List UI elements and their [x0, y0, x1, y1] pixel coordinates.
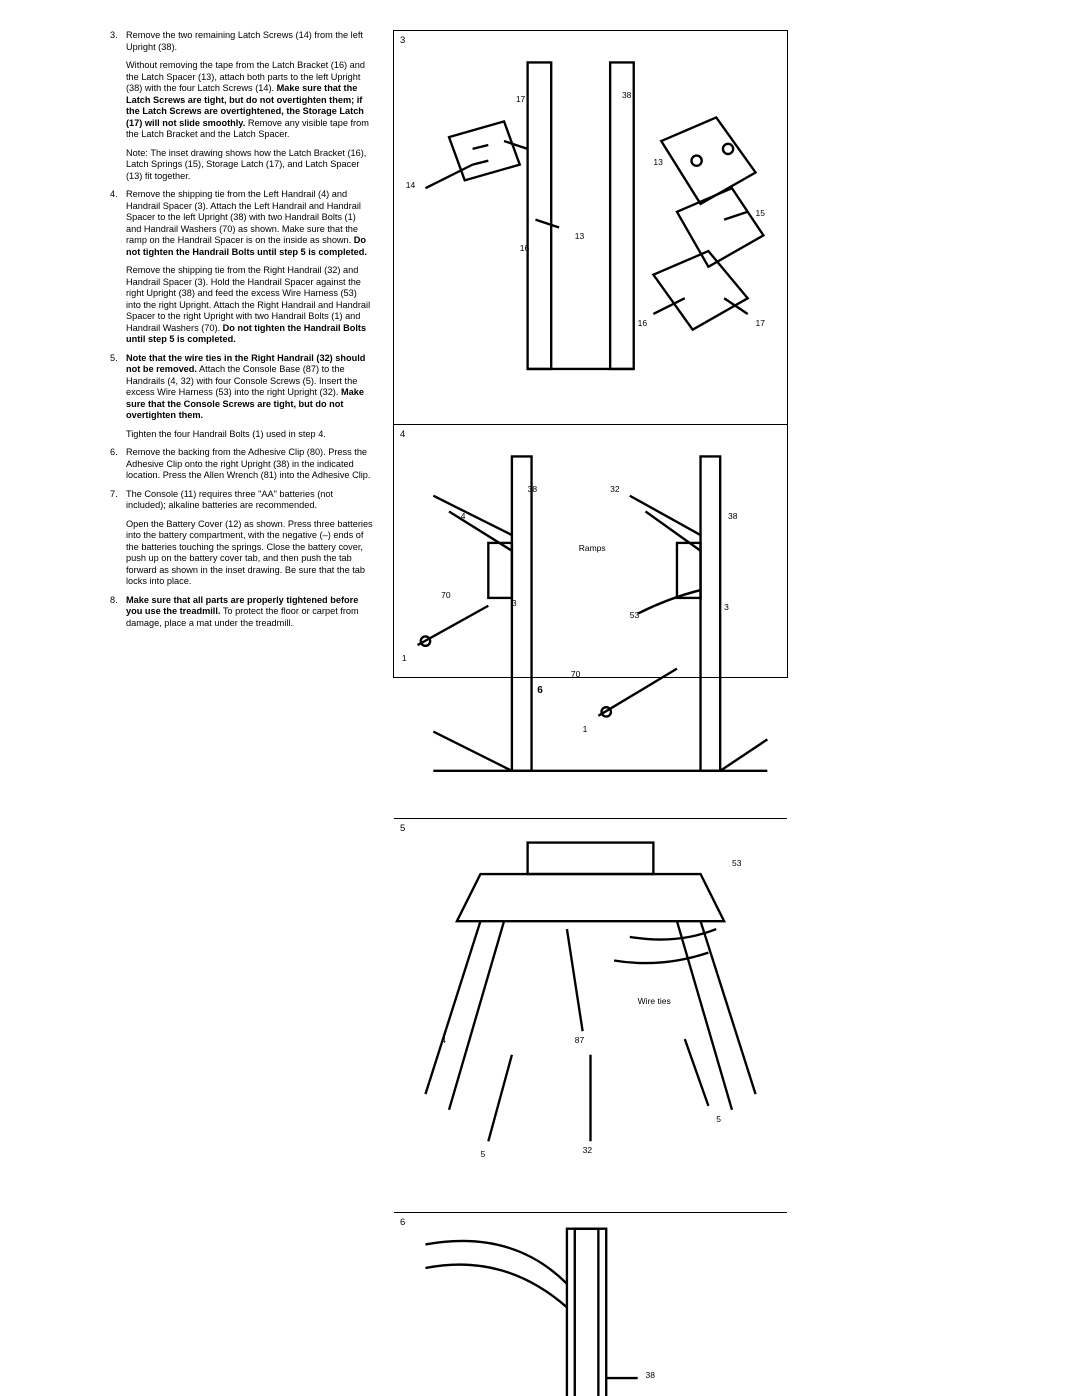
- step-paragraph: Without removing the tape from the Latch…: [126, 60, 373, 141]
- figure-callout-label: 70: [441, 590, 450, 600]
- step-paragraph: Note: The inset drawing shows how the La…: [126, 148, 373, 183]
- page-number: 6: [537, 685, 543, 696]
- step-paragraph: Tighten the four Handrail Bolts (1) used…: [126, 429, 373, 441]
- instruction-step: 5. Note that the wire ties in the Right H…: [110, 353, 373, 441]
- figure-callout-label: 53: [630, 610, 639, 620]
- figure-callout-label: 16: [520, 243, 529, 253]
- step-number: 4.: [110, 189, 118, 201]
- figure-callout-label: 38: [622, 90, 631, 100]
- figure-callout-label: 5: [716, 1114, 721, 1124]
- figure-callout-label: 13: [575, 231, 584, 241]
- figure-callout-label: 32: [610, 484, 619, 494]
- figure-callout-label: Wire ties: [638, 996, 671, 1006]
- step-paragraph: The Console (11) requires three "AA" bat…: [126, 489, 373, 512]
- instruction-step: 6. Remove the backing from the Adhesive C…: [110, 447, 373, 482]
- figure-callout-label: 16: [638, 318, 647, 328]
- figure-callout-label: 1: [583, 724, 588, 734]
- step-number: 7.: [110, 489, 118, 501]
- figure-callout-label: 70: [571, 669, 580, 679]
- figure-column: 3: [393, 30, 788, 678]
- step-paragraph: Remove the shipping tie from the Left Ha…: [126, 189, 373, 258]
- instruction-step: 7. The Console (11) requires three "AA" b…: [110, 489, 373, 588]
- figure-panel-5: 5: [394, 819, 787, 1213]
- instruction-step: 3. Remove the two remaining Latch Screws …: [110, 30, 373, 182]
- figure-panel-4: 4: [394, 425, 787, 819]
- step-paragraph: Note that the wire ties in the Right Han…: [126, 353, 373, 422]
- step-paragraph: Remove the shipping tie from the Right H…: [126, 265, 373, 346]
- figure-callout-label: 38: [646, 1370, 655, 1380]
- figure-callout-label: 5: [480, 1149, 485, 1159]
- instruction-step: 4. Remove the shipping tie from the Left …: [110, 189, 373, 346]
- figure-labels: 17 38 14 16 13 13 15 16 17: [394, 31, 787, 424]
- figure-callout-label: 4: [461, 511, 466, 521]
- manual-page: 3. Remove the two remaining Latch Screws …: [0, 0, 1080, 698]
- figure-callout-label: 32: [583, 1145, 592, 1155]
- figure-callout-label: 14: [406, 180, 415, 190]
- figure-callout-label: 3: [724, 602, 729, 612]
- figure-callout-label: 38: [528, 484, 537, 494]
- figure-callout-label: Ramps: [579, 543, 606, 553]
- step-paragraph: Make sure that all parts are properly ti…: [126, 595, 373, 630]
- figure-panel-3: 3: [394, 31, 787, 425]
- figure-callout-label: 38: [728, 511, 737, 521]
- figure-labels: 53 4 87 Wire ties 5 32 5: [394, 819, 787, 1212]
- figure-callout-label: 4: [441, 1035, 446, 1045]
- figure-callout-label: 17: [756, 318, 765, 328]
- figure-callout-label: 3: [512, 598, 517, 608]
- figure-callout-label: 15: [756, 208, 765, 218]
- figure-labels: 4 38 32 38 70 3 Ramps 53 3 1 70 1: [394, 425, 787, 818]
- figure-callout-label: 1: [402, 653, 407, 663]
- figure-callout-label: 87: [575, 1035, 584, 1045]
- instruction-list: 3. Remove the two remaining Latch Screws …: [110, 30, 373, 629]
- instruction-text-column: 3. Remove the two remaining Latch Screws …: [110, 30, 385, 678]
- figure-labels: 388180: [394, 1213, 787, 1396]
- figure-callout-label: 53: [732, 858, 741, 868]
- step-paragraph: Remove the two remaining Latch Screws (1…: [126, 30, 373, 53]
- figure-panel-6: 6 388180: [394, 1213, 787, 1396]
- step-number: 5.: [110, 353, 118, 365]
- step-number: 6.: [110, 447, 118, 459]
- figure-callout-label: 13: [653, 157, 662, 167]
- figure-callout-label: 17: [516, 94, 525, 104]
- step-paragraph: Open the Battery Cover (12) as shown. Pr…: [126, 519, 373, 588]
- step-number: 3.: [110, 30, 118, 42]
- step-paragraph: Remove the backing from the Adhesive Cli…: [126, 447, 373, 482]
- step-number: 8.: [110, 595, 118, 607]
- instruction-step: 8. Make sure that all parts are properly …: [110, 595, 373, 630]
